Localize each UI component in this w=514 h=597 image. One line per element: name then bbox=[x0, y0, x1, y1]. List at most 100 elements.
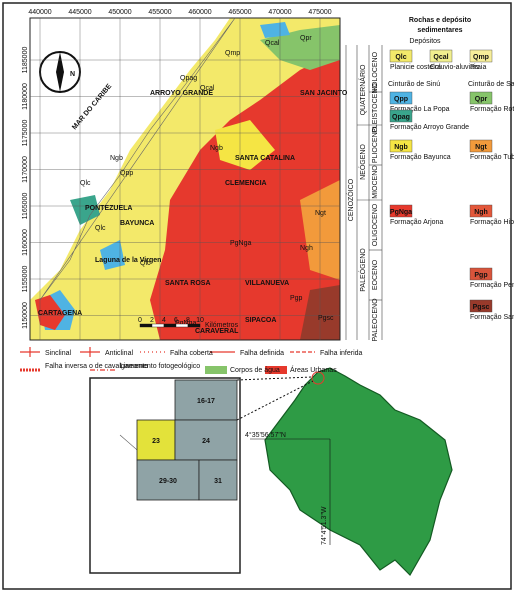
period-label: PLIOCENO bbox=[372, 126, 379, 163]
legend-swatch bbox=[469, 139, 493, 153]
scale-tick: 6 bbox=[174, 317, 178, 324]
legend-name: Formação Hibácharo bbox=[470, 219, 514, 226]
unit-label: Ngb bbox=[110, 155, 123, 162]
legend-name: Formação Tubará bbox=[470, 154, 514, 161]
scale-unit: Kilómetros bbox=[205, 322, 239, 329]
symbol-label: Lineamento fotogeológico bbox=[120, 363, 200, 370]
legend-code: Qlc bbox=[395, 54, 406, 61]
legend-swatch bbox=[389, 91, 413, 105]
place-label: VILLANUEVA bbox=[245, 280, 289, 287]
legend-swatch bbox=[469, 299, 493, 313]
x-coordinate: 460000 bbox=[188, 9, 211, 16]
scale-tick: 8 bbox=[186, 317, 190, 324]
x-coordinate: 450000 bbox=[108, 9, 131, 16]
legend-swatch bbox=[469, 49, 493, 63]
legend-code: Pgp bbox=[474, 272, 487, 279]
legend-name: Formação La Popa bbox=[390, 106, 450, 113]
legend-code: PgNga bbox=[390, 209, 412, 216]
cell-label: 31 bbox=[214, 478, 222, 485]
cell-label: 23 bbox=[152, 438, 160, 445]
legend-title: sedimentares bbox=[417, 27, 462, 34]
legend-code: Qpp bbox=[394, 96, 408, 103]
x-coordinate: 470000 bbox=[268, 9, 291, 16]
y-coordinate: 1170000 bbox=[22, 156, 29, 183]
x-coordinate: 475000 bbox=[308, 9, 331, 16]
unit-label: Pgp bbox=[290, 295, 303, 302]
scale-segment bbox=[175, 323, 189, 328]
unit-label: PgNga bbox=[175, 320, 197, 327]
unit-label: Qlc bbox=[95, 225, 106, 232]
legend-name: Coluvio-aluviais bbox=[430, 64, 480, 71]
period-label: EOCENO bbox=[372, 259, 379, 290]
symbol-label: Áreas Urbanas bbox=[290, 365, 337, 374]
longitude-label: 74°4'51.3"W bbox=[320, 506, 328, 545]
grid-cell bbox=[136, 419, 176, 461]
y-coordinate: 1150000 bbox=[22, 302, 29, 329]
legend-code: Ngh bbox=[474, 209, 488, 216]
place-label: ARROYO GRANDE bbox=[150, 90, 213, 97]
symbol-label: Sinclinal bbox=[45, 350, 72, 357]
legend-code: Qpr bbox=[475, 96, 488, 103]
symbol-legend bbox=[20, 347, 315, 374]
legend-swatch bbox=[469, 267, 493, 281]
place-label: SANTA ROSA bbox=[165, 280, 211, 287]
symbol-label: Falha coberta bbox=[170, 350, 213, 357]
belt-label: Cinturão de San Jacinto bbox=[468, 81, 514, 88]
x-coordinate: 455000 bbox=[148, 9, 171, 16]
legend-name: Planicie costeira bbox=[390, 64, 441, 71]
grid-cell bbox=[136, 459, 200, 501]
period-label: CENOZÓICO bbox=[346, 178, 355, 221]
symbol-label: Anticlinal bbox=[105, 350, 133, 357]
x-coordinate: 440000 bbox=[28, 9, 51, 16]
legend-swatch bbox=[389, 139, 413, 153]
y-coordinate: 1155000 bbox=[22, 266, 29, 293]
period-label: MIOCENO bbox=[372, 165, 379, 199]
place-label: CLEMENCIA bbox=[225, 180, 267, 187]
legend-name: Formação Arjona bbox=[390, 219, 443, 226]
symbol-label: Falha definida bbox=[240, 350, 284, 357]
unit-label: Qpp bbox=[120, 170, 133, 177]
unit-label: Ngt bbox=[315, 210, 326, 217]
unit-label: Qmp bbox=[225, 50, 240, 57]
cell-label: 24 bbox=[202, 438, 210, 445]
unit-label: PgNga bbox=[230, 240, 252, 247]
symbol-label: Falha inversa o de cavalgamento bbox=[45, 363, 148, 370]
y-coordinate: 1185000 bbox=[22, 47, 29, 74]
y-coordinate: 1160000 bbox=[22, 229, 29, 256]
legend-swatch bbox=[389, 204, 413, 218]
place-label: SAN JACINTO bbox=[300, 90, 348, 97]
unit-label: Pgsc bbox=[318, 315, 334, 322]
legend-name: Praia bbox=[470, 64, 486, 71]
legend-title: Rochas e depósito bbox=[409, 17, 471, 24]
place-label: BAYUNCA bbox=[120, 220, 154, 227]
unit-label: Qpr bbox=[300, 35, 312, 42]
place-label: SANTA CATALINA bbox=[235, 155, 295, 162]
legend-name: Formação Pendales bbox=[470, 282, 514, 289]
period-label: PALEOCENO bbox=[372, 298, 379, 342]
legend-table bbox=[345, 45, 383, 340]
period-label: HOLOCENO bbox=[372, 51, 379, 92]
y-coordinate: 1165000 bbox=[22, 193, 29, 220]
legend-swatch bbox=[389, 49, 413, 63]
legend-subtitle: Depósitos bbox=[409, 38, 441, 45]
legend-code: Ngt bbox=[475, 144, 487, 151]
scale-segment bbox=[163, 323, 177, 328]
x-coordinate: 445000 bbox=[68, 9, 91, 16]
period-label: NEÓGENO bbox=[358, 144, 367, 180]
period-label: OLIGOCENO bbox=[372, 203, 379, 246]
x-coordinate: 465000 bbox=[228, 9, 251, 16]
unit-label: Qcal bbox=[265, 40, 280, 47]
unit-label: Ngh bbox=[300, 245, 313, 252]
legend-swatch bbox=[389, 109, 413, 123]
grid-cell bbox=[174, 379, 238, 421]
legend-swatch bbox=[429, 49, 453, 63]
legend-code: Qmp bbox=[473, 54, 489, 61]
period-label: PLEISTOCENO bbox=[372, 83, 379, 133]
cell-label: 29-30 bbox=[159, 478, 177, 485]
legend-code: Qcal bbox=[433, 54, 448, 61]
unit-label: Ngb bbox=[210, 145, 223, 152]
legend-name: Formação Bayunca bbox=[390, 154, 451, 161]
period-label: PALEÓGENO bbox=[358, 248, 367, 292]
legend-name: Formação San Cayetano bbox=[470, 314, 514, 321]
legend-name: Formação Arroyo Grande bbox=[390, 124, 469, 131]
